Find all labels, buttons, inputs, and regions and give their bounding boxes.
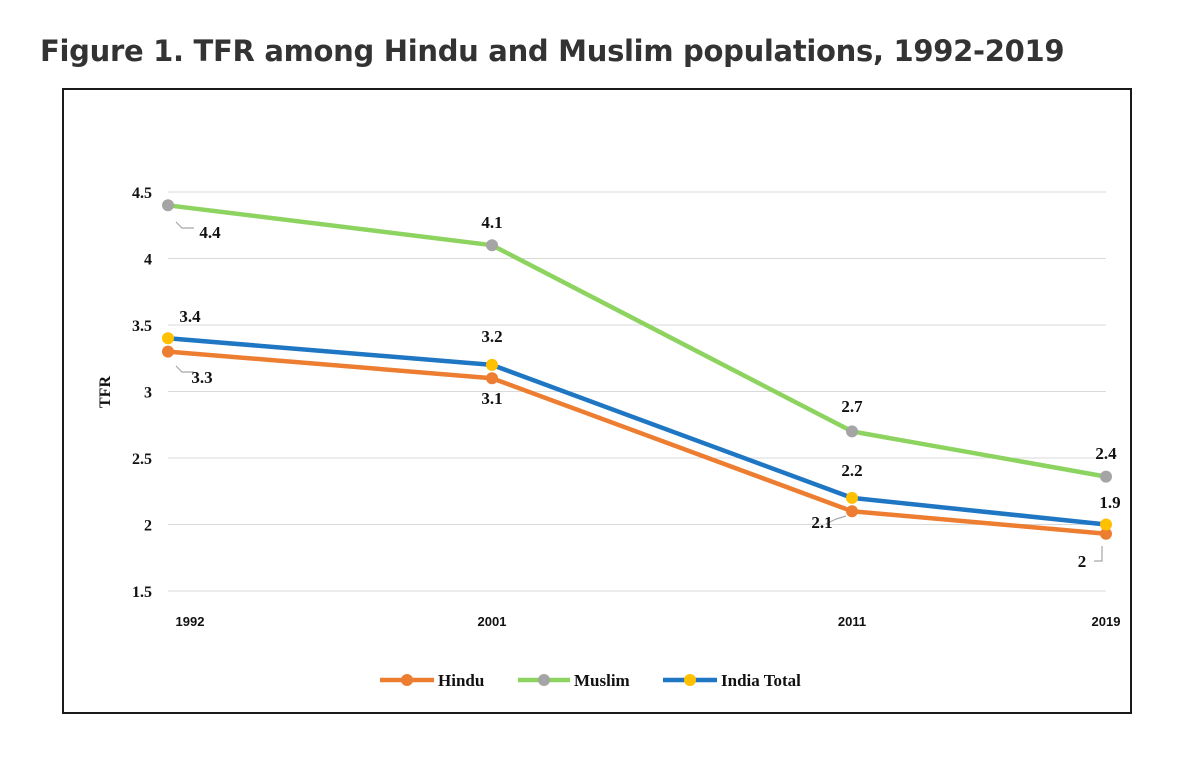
data-labels: 3.3 3.1 2.1 2 4.4 4.1 2.7 2.4 3.4 3.2 2.2 1.9 [179,213,1120,571]
legend-marker [401,674,413,686]
marker-india-total [486,358,498,371]
data-label: 3.2 [481,327,502,346]
label-leader-line [175,365,194,373]
series-markers [162,199,1112,540]
x-tick-label: 2001 [478,614,507,629]
marker-hindu [846,505,858,518]
y-axis-ticks: 1.5 2 2.5 3 3.5 4 4.5 [132,185,152,601]
label-leader-line [1094,546,1103,562]
series-line-india-total [167,336,1107,527]
legend-label: India Total [721,671,801,690]
data-label: 2.4 [1095,444,1117,463]
series-line-muslim [167,203,1107,479]
label-leader-line [175,221,194,229]
legend: Hindu Muslim India Total [380,671,801,690]
data-label: 2 [1078,552,1087,571]
legend-label: Hindu [438,671,484,690]
series-line-hindu [167,349,1107,537]
data-label: 4.1 [481,213,502,232]
data-label: 2.2 [841,461,862,480]
series-lines [167,203,1107,537]
marker-india-total [162,332,174,345]
legend-item-india-total: India Total [663,671,801,690]
chart-frame [62,88,1132,714]
y-tick-label: 4 [144,252,152,269]
legend-label: Muslim [574,671,630,690]
data-label: 3.3 [191,368,212,387]
y-tick-label: 1.5 [132,584,152,601]
marker-hindu [486,372,498,385]
marker-muslim [162,199,174,212]
label-leader-lines [175,221,1103,562]
legend-marker [538,674,550,686]
marker-india-total [846,491,858,504]
legend-item-muslim: Muslim [518,671,630,690]
x-tick-label: 2019 [1092,614,1121,629]
y-tick-label: 2.5 [132,451,152,468]
y-axis-label: TFR [97,376,114,408]
x-tick-label: 1992 [176,614,205,629]
data-label: 4.4 [199,223,221,242]
marker-india-total [1100,518,1112,531]
legend-marker [684,674,696,686]
marker-muslim [1100,470,1112,483]
data-label: 3.4 [179,307,201,326]
marker-hindu [162,345,174,358]
legend-item-hindu: Hindu [380,671,484,690]
marker-muslim [846,425,858,438]
y-tick-label: 3 [144,385,152,402]
data-label: 1.9 [1099,493,1120,512]
label-leader-line [825,515,847,525]
marker-hindu [1100,527,1112,540]
y-tick-label: 3.5 [132,318,152,335]
gridlines [168,191,1106,592]
figure-title: Figure 1. TFR among Hindu and Muslim pop… [40,34,1065,68]
data-label: 3.1 [481,389,502,408]
marker-muslim [486,239,498,252]
y-tick-label: 4.5 [132,185,152,202]
x-axis-ticks: 1992 2001 2011 2019 [176,614,1121,629]
data-label: 2.1 [811,513,832,532]
y-tick-label: 2 [144,518,152,535]
x-tick-label: 2011 [838,614,866,629]
data-label: 2.7 [841,397,863,416]
